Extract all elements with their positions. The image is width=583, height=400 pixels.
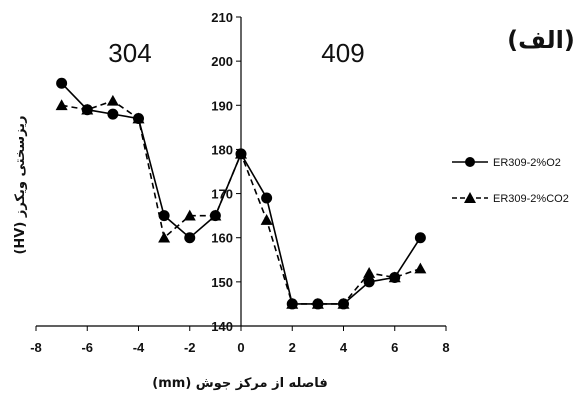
legend-label: ER309-2%O2 [493,157,561,169]
data-point [56,77,68,89]
y-tick-labels: 140 150 160 170 180 190 200 210 [211,10,241,334]
data-point [414,262,427,274]
x-axis-title: فاصله از مرکز جوش (mm) [152,376,327,391]
x-tick-label: -6 [81,340,93,355]
data-point [414,232,426,244]
data-point [106,94,119,106]
y-tick-label: 170 [211,187,233,202]
x-tick-label: 0 [237,340,244,355]
legend-marker [465,157,475,167]
y-tick-label: 190 [211,98,233,113]
y-tick-label: 140 [211,319,233,334]
data-point [260,214,273,225]
data-point [286,297,299,309]
data-point [158,231,171,243]
data-point [81,103,94,115]
data-point [132,112,145,124]
legend: ER309-2%O2 ER309-2%CO2 [452,157,569,205]
x-tick-label: -8 [30,340,42,355]
data-point [55,99,68,111]
y-tick-label: 160 [211,231,233,246]
region-label-409: 409 [321,38,364,68]
data-point [337,297,350,309]
legend-marker [464,192,476,203]
y-tick-label: 200 [211,54,233,69]
x-tick-label: -2 [184,340,196,355]
x-tick-label: -4 [133,340,145,355]
data-point [158,210,170,222]
x-tick-label: 8 [442,340,449,355]
y-axis-title: ریزسختی ویکرز (HV) [13,115,28,254]
data-point [261,192,273,204]
data-point [184,232,196,244]
panel-label: (الف) [507,26,575,54]
data-point [363,267,376,278]
data-point [363,276,375,288]
series-1 [55,94,427,309]
y-tick-label: 150 [211,275,233,290]
data-point [311,297,324,309]
region-label-304: 304 [108,38,151,68]
data-point [235,147,247,159]
data-point [388,271,401,283]
data-point [209,209,222,221]
series-layer [55,77,427,310]
legend-item: ER309-2%CO2 [452,192,569,205]
x-tick-label: 6 [391,340,398,355]
x-tick-label: 2 [289,340,296,355]
x-tick-labels: -8 -6 -4 -2 0 2 4 6 8 [30,326,450,355]
legend-item: ER309-2%O2 [452,157,561,169]
data-point [107,108,119,120]
data-point [183,209,196,221]
legend-label: ER309-2%CO2 [493,193,569,205]
y-tick-label: 180 [211,142,233,157]
x-tick-label: 4 [340,340,348,355]
y-tick-label: 210 [211,10,233,25]
